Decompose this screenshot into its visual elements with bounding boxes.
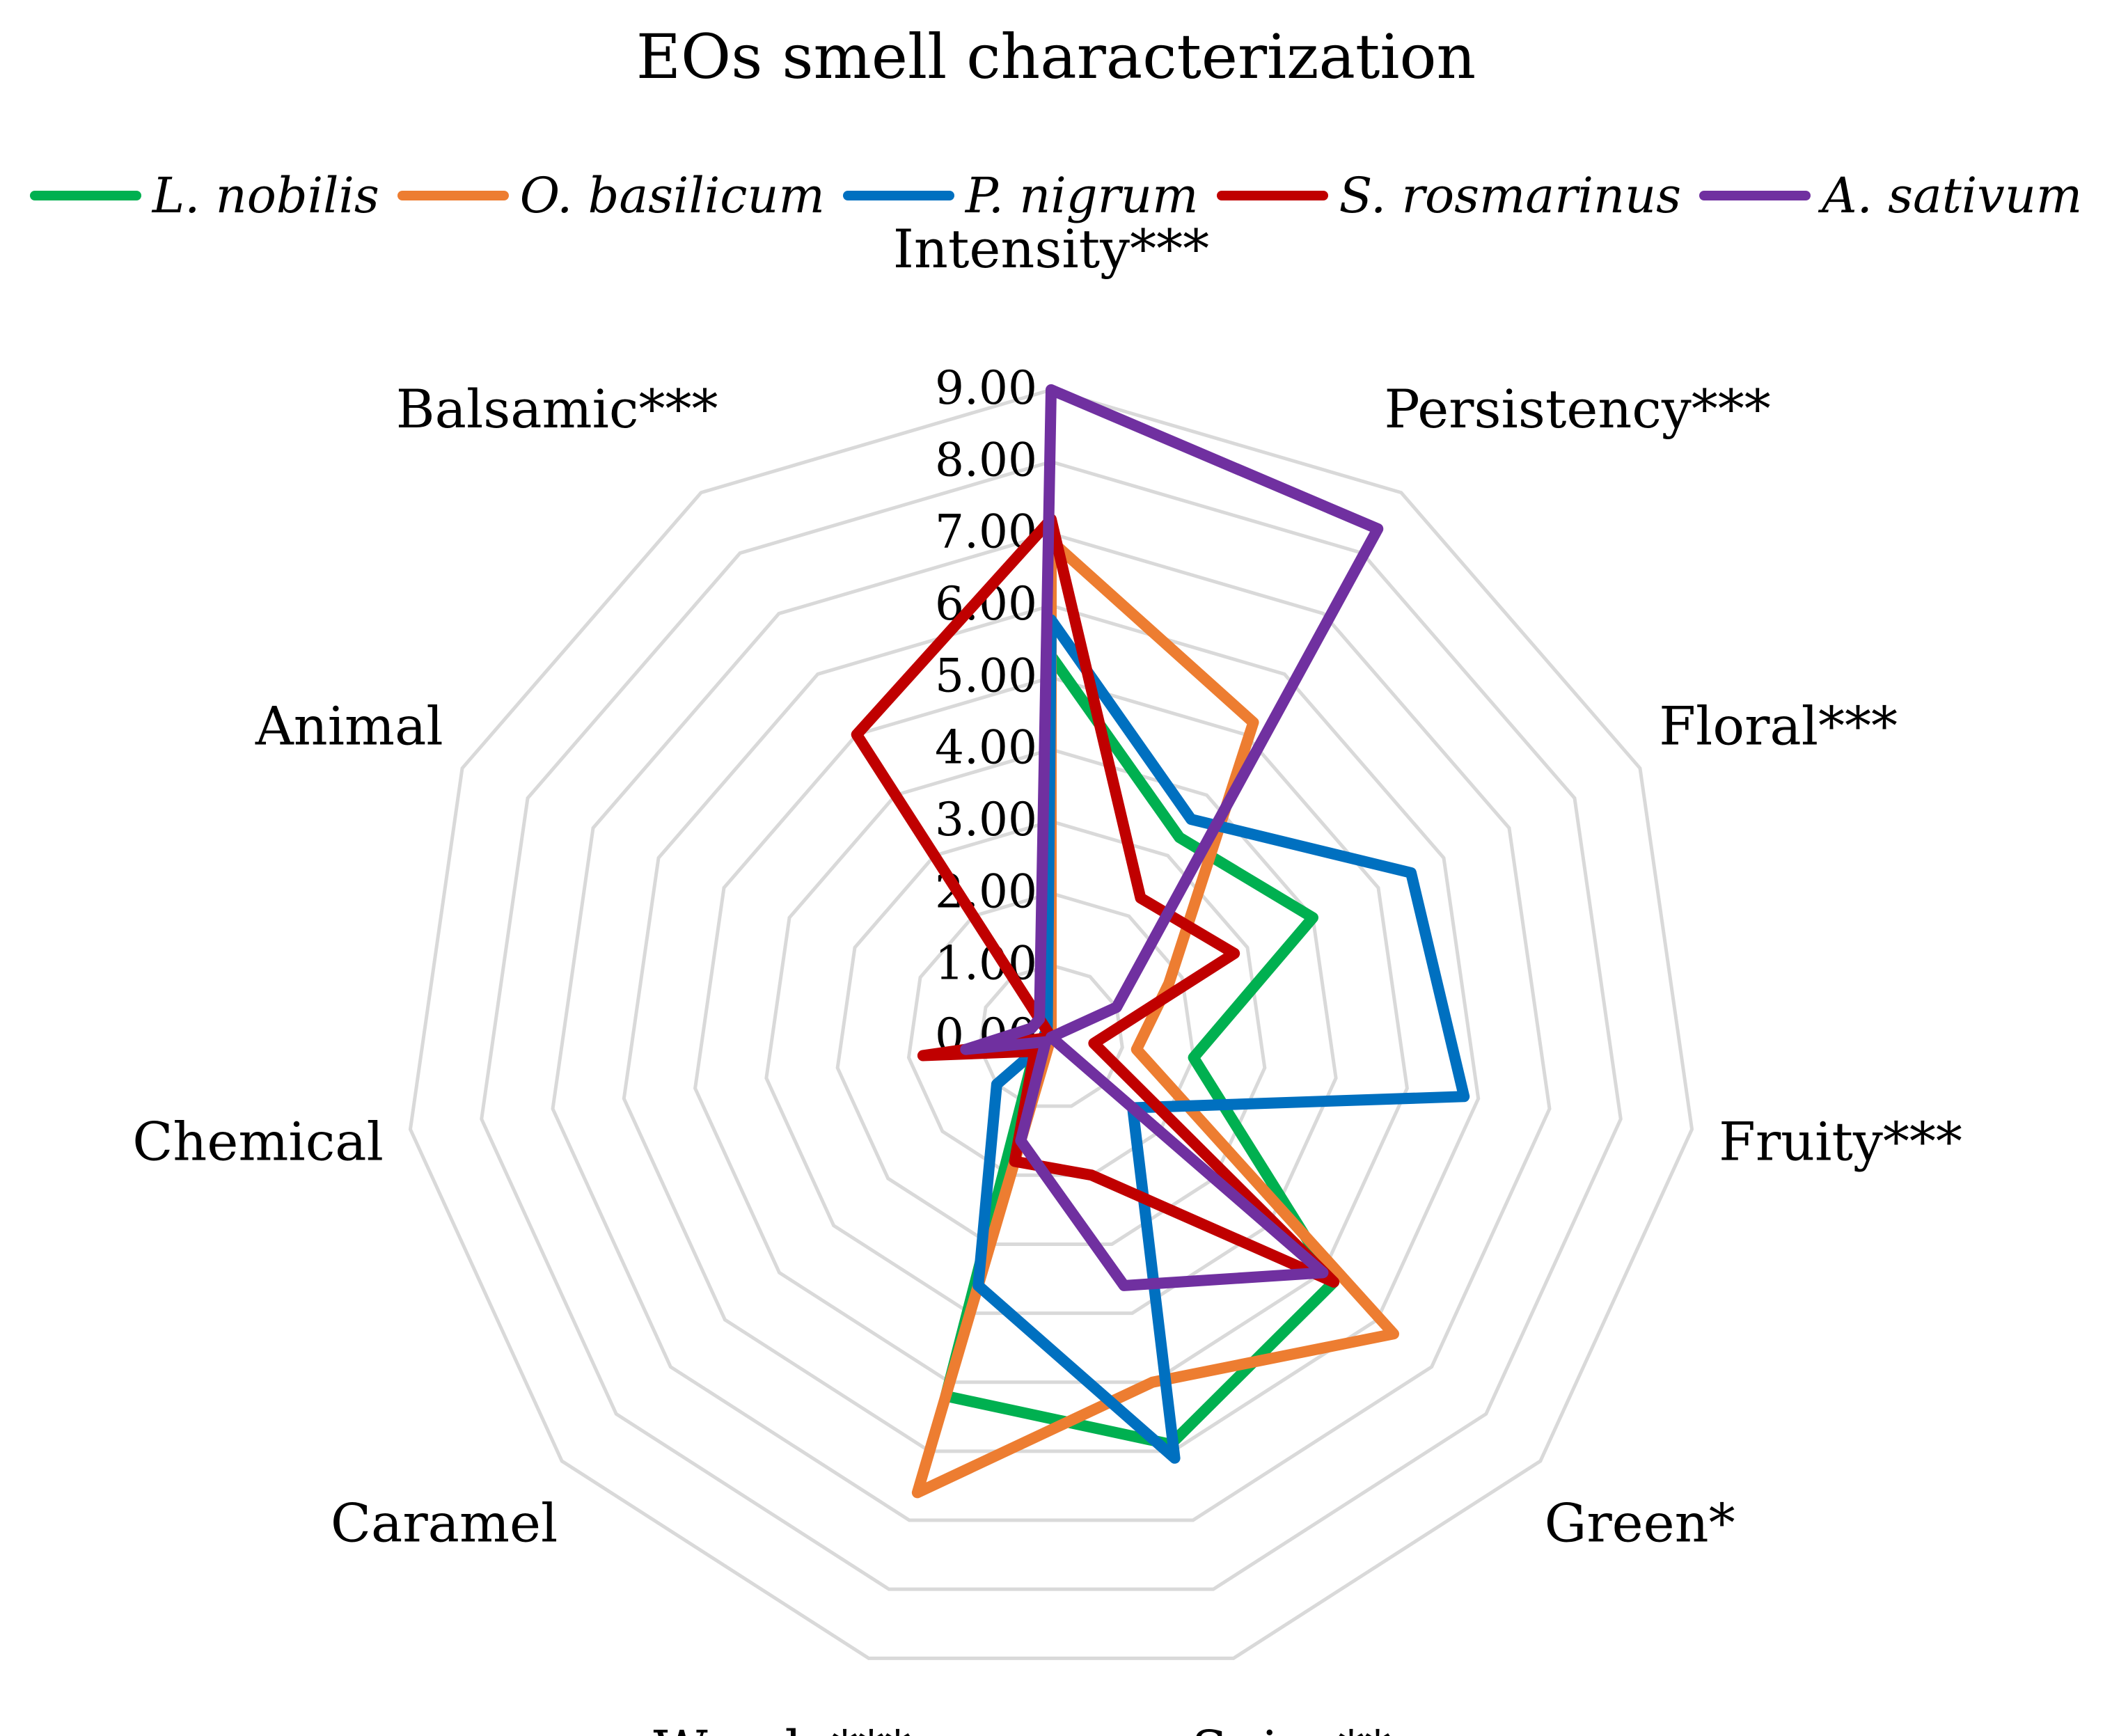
legend: L. nobilis O. basilicum P. nigrum S. ros… bbox=[0, 167, 2112, 224]
tick-label: 4.00 bbox=[935, 721, 1037, 775]
tick-label: 5.00 bbox=[935, 649, 1037, 702]
legend-label: L. nobilis bbox=[152, 167, 379, 224]
legend-label: P. nigrum bbox=[965, 167, 1199, 224]
tick-label: 3.00 bbox=[935, 793, 1037, 846]
chart-title: EOs smell characterization bbox=[636, 21, 1476, 93]
legend-swatch bbox=[397, 191, 509, 200]
axis-label: Caramel bbox=[331, 1492, 558, 1554]
tick-label: 8.00 bbox=[935, 433, 1037, 487]
series-line bbox=[960, 384, 1384, 1291]
legend-item: P. nigrum bbox=[842, 167, 1199, 224]
grid-ring bbox=[480, 459, 1623, 1591]
tick-label: 9.00 bbox=[935, 361, 1037, 415]
axis-label: Intensity*** bbox=[893, 218, 1209, 280]
grid-ring bbox=[978, 963, 1124, 1108]
series-line bbox=[851, 514, 1340, 1288]
legend-label: A. sativum bbox=[1822, 167, 2083, 224]
axis-label: Green* bbox=[1545, 1492, 1735, 1554]
legend-item: S. rosmarinus bbox=[1216, 167, 1682, 224]
legend-swatch bbox=[1699, 191, 1811, 200]
grid-ring bbox=[622, 603, 1481, 1453]
axis-label: Spicy** bbox=[1191, 1719, 1391, 1736]
axis-label: Persistency*** bbox=[1384, 378, 1770, 440]
grid-ring bbox=[764, 748, 1338, 1316]
grid-ring bbox=[835, 819, 1267, 1246]
series-lines bbox=[851, 384, 1470, 1499]
grid-ring bbox=[408, 388, 1694, 1660]
axis-label: Woody*** bbox=[653, 1719, 911, 1736]
legend-label: S. rosmarinus bbox=[1339, 167, 1682, 224]
axis-label: Floral*** bbox=[1659, 695, 1898, 757]
axis-label: Fruity*** bbox=[1719, 1110, 1962, 1172]
legend-item: A. sativum bbox=[1699, 167, 2082, 224]
legend-item: L. nobilis bbox=[29, 167, 379, 224]
grid-ring bbox=[551, 532, 1552, 1522]
legend-swatch bbox=[842, 191, 954, 200]
radial-ticks: 0.001.002.003.004.005.006.007.008.009.00 bbox=[935, 361, 1037, 1062]
legend-swatch bbox=[29, 191, 141, 200]
legend-swatch bbox=[1216, 191, 1328, 200]
legend-item: O. basilicum bbox=[397, 167, 825, 224]
axis-labels: Intensity*** Persistency*** Floral*** Fruit… bbox=[132, 218, 1962, 1736]
axis-label: Animal bbox=[255, 695, 443, 757]
axis-label: Chemical bbox=[132, 1110, 384, 1172]
axis-label: Balsamic*** bbox=[396, 378, 718, 440]
legend-label: O. basilicum bbox=[519, 167, 825, 224]
